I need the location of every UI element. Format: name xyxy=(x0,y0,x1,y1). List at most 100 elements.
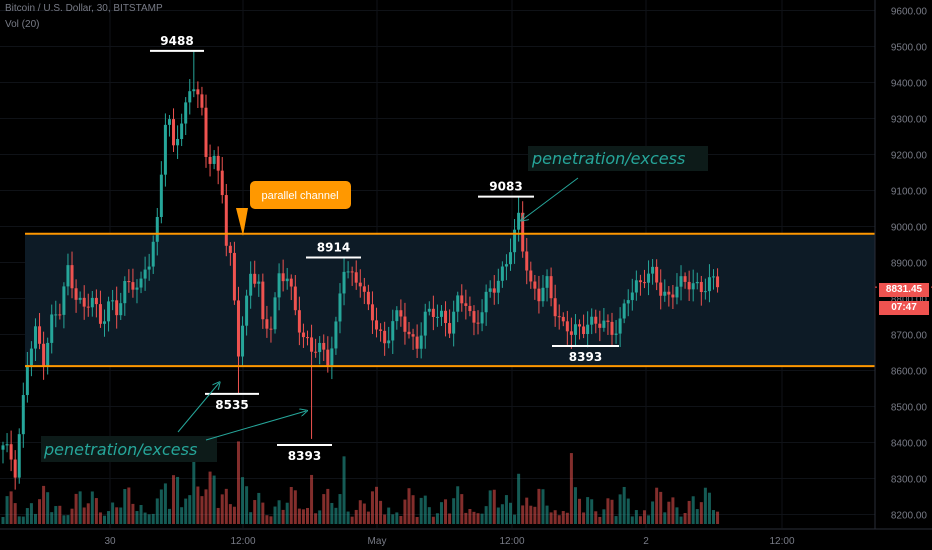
candle-body xyxy=(224,195,228,246)
candle-body xyxy=(488,288,492,292)
volume-bar xyxy=(464,512,468,524)
price-axis-panel xyxy=(875,0,932,550)
candle-body xyxy=(598,323,602,328)
candle-body xyxy=(630,292,634,301)
candle-body xyxy=(42,343,46,367)
volume-bar xyxy=(9,491,13,524)
candle-body xyxy=(184,102,188,124)
candle-body xyxy=(159,174,163,217)
candle-body xyxy=(103,321,106,324)
candle-body xyxy=(716,276,720,288)
last-price-tag: 8831.45 xyxy=(879,283,929,297)
volume-bar xyxy=(521,505,525,524)
candle-body xyxy=(582,326,586,335)
volume-bar xyxy=(484,506,488,524)
candle-body xyxy=(50,314,54,343)
volume-bar xyxy=(285,502,289,524)
volume-bar xyxy=(322,494,326,524)
candle-body xyxy=(517,212,521,230)
volume-bar xyxy=(545,505,549,524)
volume-bar xyxy=(687,500,691,524)
candle-body xyxy=(9,444,13,460)
candle-body xyxy=(135,287,139,290)
y-tick-label: 9100.00 xyxy=(891,187,928,198)
volume-bar xyxy=(663,512,667,524)
volume-bar xyxy=(634,510,638,524)
volume-bar xyxy=(273,506,277,524)
volume-bar xyxy=(232,506,236,524)
candle-body xyxy=(557,316,561,318)
candle-body xyxy=(204,107,208,157)
volume-bar xyxy=(370,491,374,524)
volume-bar xyxy=(46,492,50,524)
candle-body xyxy=(94,297,98,305)
candle-body xyxy=(180,123,184,140)
candle-body xyxy=(241,325,245,357)
volume-bar xyxy=(139,504,143,524)
candle-body xyxy=(415,336,419,349)
candle-body xyxy=(525,251,529,271)
candle-body xyxy=(131,282,135,290)
low-8393-left-label: 8393 xyxy=(288,449,321,463)
volume-bar xyxy=(5,496,9,524)
y-tick-label: 8400.00 xyxy=(891,439,928,450)
candle-body xyxy=(281,273,285,282)
candle-body xyxy=(578,324,582,327)
volume-bar xyxy=(642,510,646,524)
volume-bar xyxy=(565,512,569,524)
y-tick-label: 9300.00 xyxy=(891,115,928,126)
candle-body xyxy=(98,304,102,324)
candle-body xyxy=(139,278,143,288)
volume-bar xyxy=(480,513,484,524)
candle-body xyxy=(460,295,464,304)
y-tick-label: 8800.00 xyxy=(891,295,928,306)
volume-bar xyxy=(103,515,106,524)
penetration-right-label: penetration/excess xyxy=(531,149,685,168)
candle-body xyxy=(29,348,33,366)
volume-bar xyxy=(590,499,594,524)
candle-body xyxy=(695,281,699,284)
volume-bar xyxy=(553,510,557,524)
candle-body xyxy=(561,316,565,322)
volume-bar xyxy=(707,492,711,524)
candle-body xyxy=(151,241,155,267)
candle-body xyxy=(375,320,379,330)
volume-bar xyxy=(387,507,391,524)
volume-bar xyxy=(70,508,74,524)
candle-body xyxy=(642,282,646,284)
volume-bar xyxy=(220,494,224,524)
candle-body xyxy=(423,311,427,336)
volume-bar xyxy=(115,507,119,524)
volume-bar xyxy=(82,507,86,524)
candle-body xyxy=(362,286,366,292)
volume-bar xyxy=(614,516,618,524)
candle-body xyxy=(322,342,326,350)
volume-bar xyxy=(476,513,480,524)
candle-body xyxy=(383,330,387,344)
low-8393-right-label: 8393 xyxy=(569,350,602,364)
candle-body xyxy=(326,349,330,366)
candle-body xyxy=(651,266,655,274)
volume-bar xyxy=(281,509,285,524)
candle-body xyxy=(521,212,525,252)
volume-bar xyxy=(127,487,131,524)
candle-body xyxy=(638,280,642,283)
volume-bar xyxy=(354,509,358,524)
candle-body xyxy=(62,286,66,315)
candle-body xyxy=(509,252,512,265)
volume-bar xyxy=(228,504,232,524)
volume-bar xyxy=(504,495,508,524)
candle-body xyxy=(496,280,500,293)
high-9488-label: 9488 xyxy=(160,34,193,48)
volume-bar xyxy=(17,516,21,524)
volume-bar xyxy=(659,491,663,524)
volume-bar xyxy=(651,501,655,524)
volume-bar xyxy=(342,456,346,524)
candle-body xyxy=(269,328,273,330)
volume-bar xyxy=(301,509,305,524)
candle-body xyxy=(354,272,358,283)
volume-bar xyxy=(379,500,383,524)
penetration-right-box xyxy=(528,146,708,171)
candle-body xyxy=(472,311,476,323)
